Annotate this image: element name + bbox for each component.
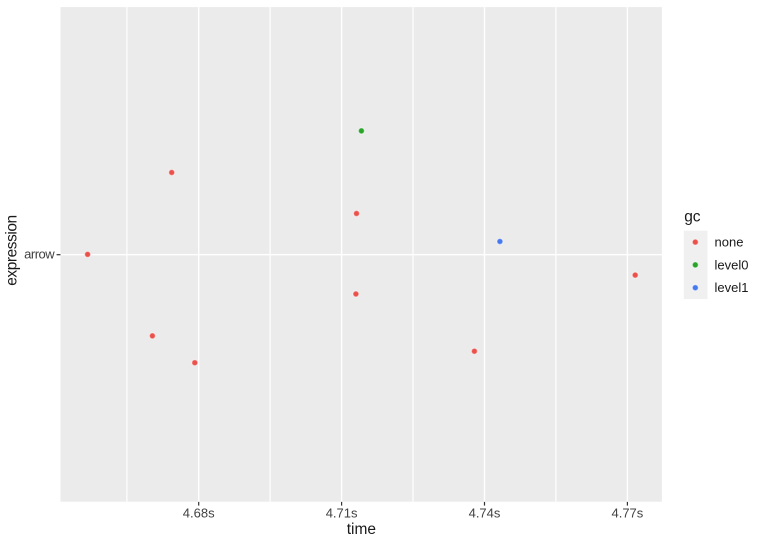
- svg-text:arrow: arrow: [24, 247, 55, 262]
- svg-text:gc: gc: [684, 208, 701, 225]
- svg-text:none: none: [715, 235, 744, 250]
- svg-text:level0: level0: [715, 257, 749, 272]
- svg-text:4.77s: 4.77s: [611, 505, 643, 520]
- svg-text:expression: expression: [4, 215, 21, 285]
- svg-text:4.74s: 4.74s: [469, 505, 501, 520]
- svg-text:4.71s: 4.71s: [326, 505, 358, 520]
- svg-text:level1: level1: [715, 280, 749, 295]
- svg-text:time: time: [347, 521, 376, 538]
- svg-text:4.68s: 4.68s: [183, 505, 215, 520]
